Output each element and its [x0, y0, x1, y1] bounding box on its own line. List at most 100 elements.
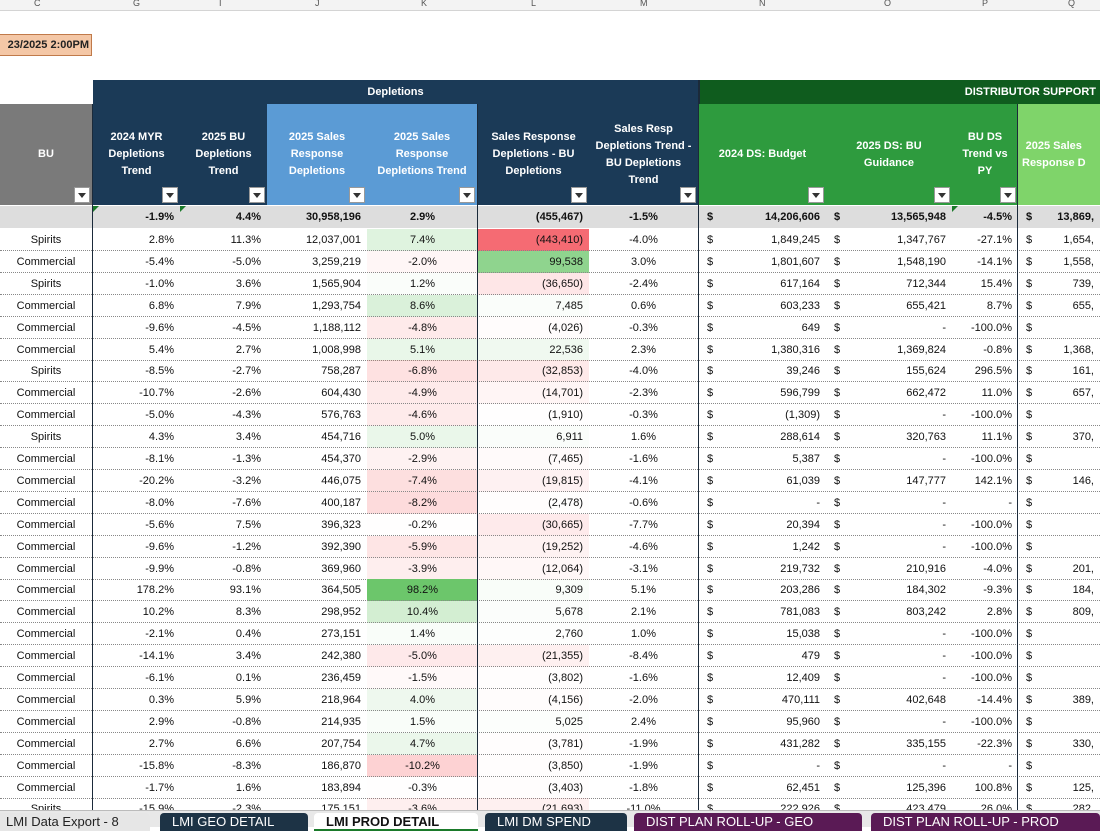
cell-m[interactable]: -2.0% — [629, 693, 658, 706]
cell-p[interactable]: 296.5% — [974, 365, 1012, 378]
cell-i[interactable]: -1.3% — [232, 453, 261, 465]
cell-k[interactable]: 1.5% — [367, 710, 478, 733]
cell-bu[interactable]: Commercial — [16, 693, 76, 706]
cell-n[interactable]: 649 — [801, 321, 820, 334]
cell-n[interactable]: 12,409 — [786, 672, 820, 684]
column-letter[interactable]: P — [982, 0, 989, 8]
column-letter[interactable]: M — [640, 0, 648, 8]
cell-bu[interactable]: Commercial — [16, 474, 76, 487]
cell-j[interactable]: 3,259,219 — [312, 255, 361, 268]
cell-q[interactable]: 146, — [1072, 474, 1094, 487]
cell-l[interactable]: (1,910) — [548, 409, 583, 422]
cell-g[interactable]: 2.9% — [148, 715, 174, 728]
cell-m[interactable]: -1.6% — [629, 453, 658, 465]
cell-p[interactable]: - — [1008, 759, 1012, 772]
cell-l[interactable]: 5,678 — [478, 601, 589, 623]
cell-q[interactable]: 739, — [1072, 277, 1094, 290]
cell-l[interactable]: (3,403) — [548, 781, 583, 794]
cell-o[interactable]: 655,421 — [906, 299, 946, 312]
cell-m[interactable]: 1.0% — [630, 628, 657, 641]
cell-o[interactable]: - — [942, 759, 946, 772]
cell-j[interactable]: 242,380 — [321, 650, 361, 663]
cell-n[interactable]: 14,206,606 — [764, 211, 820, 223]
cell-k[interactable]: -5.0% — [367, 645, 478, 668]
cell-i[interactable]: -3.2% — [232, 474, 261, 487]
cell-g[interactable]: 0.3% — [148, 693, 174, 706]
cell-bu[interactable]: Commercial — [16, 759, 76, 772]
cell-g[interactable]: -9.9% — [145, 562, 174, 575]
cell-n[interactable]: 470,111 — [781, 693, 820, 706]
cell-l[interactable]: (3,850) — [548, 759, 583, 772]
cell-n[interactable]: 203,286 — [780, 584, 820, 597]
cell-l[interactable]: (21,355) — [478, 645, 589, 668]
cell-g[interactable]: -8.0% — [145, 496, 174, 509]
cell-k[interactable]: 8.6% — [367, 294, 478, 317]
cell-k[interactable]: -2.9% — [367, 448, 478, 470]
cell-p[interactable]: -9.3% — [983, 584, 1012, 597]
cell-o[interactable]: 184,302 — [906, 584, 946, 597]
cell-j[interactable]: 1,008,998 — [312, 343, 361, 356]
cell-l[interactable]: (7,465) — [478, 448, 589, 470]
cell-p[interactable]: 11.0% — [981, 387, 1012, 400]
cell-m[interactable]: -1.8% — [629, 781, 658, 794]
cell-bu[interactable]: Commercial — [16, 387, 76, 400]
cell-k[interactable]: 10.4% — [367, 601, 478, 624]
cell-l[interactable]: 2,760 — [555, 628, 583, 641]
cell-q[interactable]: 13,869, — [1057, 211, 1094, 223]
cell-p[interactable]: - — [1008, 496, 1012, 509]
cell-n[interactable]: 617,164 — [780, 277, 820, 290]
cell-j[interactable]: 1,293,754 — [312, 299, 361, 312]
cell-n[interactable]: 5,387 — [792, 453, 820, 465]
sheet-tab[interactable]: DIST PLAN ROLL-UP - PROD — [871, 813, 1100, 831]
cell-q[interactable]: 184, — [1072, 584, 1094, 597]
cell-m[interactable]: -1.9% — [629, 759, 658, 772]
cell-l[interactable]: (4,026) — [548, 321, 583, 334]
cell-l[interactable]: (19,815) — [478, 469, 589, 492]
cell-q[interactable]: 370, — [1072, 431, 1094, 444]
cell-i[interactable]: 3.4% — [235, 650, 261, 663]
cell-i[interactable]: -2.7% — [232, 365, 261, 378]
cell-k[interactable]: -2.0% — [367, 250, 478, 273]
cell-n[interactable]: 288,614 — [780, 431, 820, 444]
cell-k[interactable]: 5.0% — [367, 426, 478, 449]
cell-m[interactable]: -4.1% — [629, 474, 658, 487]
cell-o[interactable]: 1,548,190 — [897, 255, 946, 268]
cell-o[interactable]: - — [942, 321, 946, 334]
cell-i[interactable]: 3.4% — [235, 431, 261, 444]
cell-m[interactable]: -8.4% — [629, 650, 658, 663]
cell-g[interactable]: -5.6% — [145, 518, 174, 531]
cell-m[interactable]: -1.6% — [629, 672, 658, 684]
cell-j[interactable]: 454,370 — [321, 453, 361, 465]
cell-l[interactable]: (3,802) — [548, 672, 583, 684]
cell-j[interactable]: 1,188,112 — [312, 321, 361, 334]
cell-o[interactable]: - — [942, 650, 946, 663]
cell-q[interactable]: 657, — [1072, 387, 1094, 400]
cell-o[interactable]: 125,396 — [906, 781, 946, 794]
cell-n[interactable]: - — [816, 759, 820, 772]
cell-l[interactable]: (30,665) — [478, 513, 589, 536]
cell-o[interactable]: 1,347,767 — [897, 234, 946, 246]
cell-bu[interactable]: Commercial — [16, 409, 76, 422]
cell-p[interactable]: -14.4% — [977, 693, 1012, 706]
sheet-tab[interactable]: LMI Data Export - 8 — [0, 813, 150, 831]
cell-j[interactable]: 1,565,904 — [312, 277, 361, 290]
cell-g[interactable]: 4.3% — [148, 431, 174, 444]
cell-i[interactable]: -4.5% — [232, 321, 261, 334]
filter-dropdown-icon[interactable] — [249, 187, 265, 203]
cell-bu[interactable]: Commercial — [16, 540, 76, 553]
cell-j[interactable]: 236,459 — [321, 672, 361, 684]
cell-m[interactable]: -3.1% — [629, 562, 658, 575]
cell-m[interactable]: 5.1% — [630, 584, 657, 597]
cell-p[interactable]: 11.1% — [981, 431, 1012, 444]
filter-dropdown-icon[interactable] — [74, 187, 90, 203]
cell-p[interactable]: -0.8% — [983, 343, 1012, 356]
cell-j[interactable]: 446,075 — [321, 474, 361, 487]
cell-bu[interactable]: Spirits — [30, 365, 62, 378]
cell-l[interactable]: 99,538 — [478, 250, 589, 273]
cell-j[interactable]: 186,870 — [321, 759, 361, 772]
cell-i[interactable]: 3.6% — [235, 277, 261, 290]
filter-dropdown-icon[interactable] — [808, 187, 824, 203]
cell-k[interactable]: -3.9% — [367, 557, 478, 580]
cell-l[interactable]: 9,309 — [478, 579, 589, 602]
cell-l[interactable]: (455,467) — [535, 211, 583, 223]
